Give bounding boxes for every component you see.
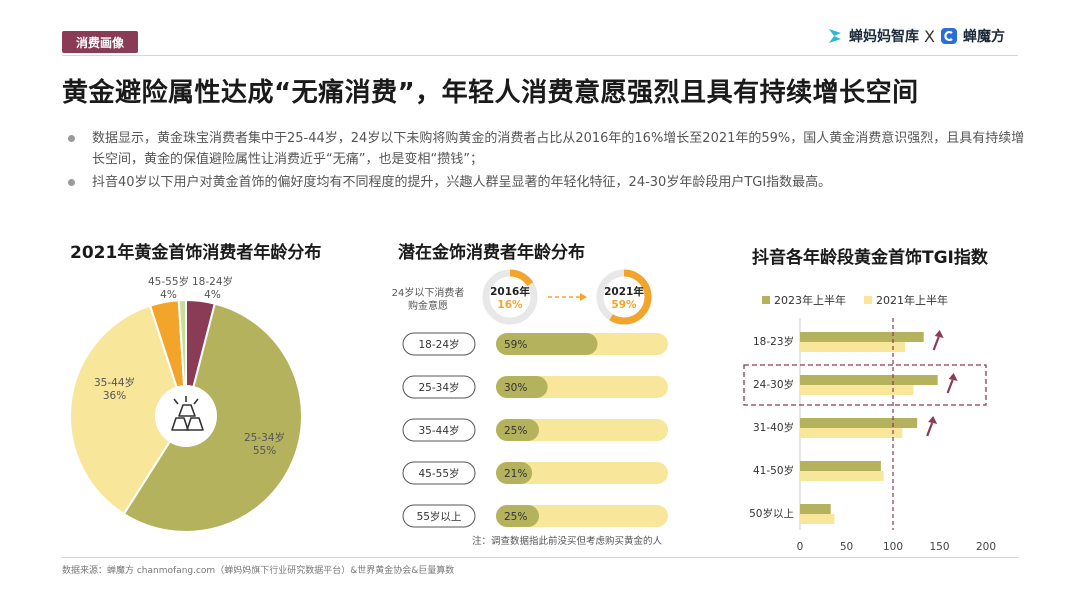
tgi-category-label: 31-40岁	[753, 421, 794, 434]
brand-separator: X	[924, 26, 935, 46]
age-pill-label: 18-24岁	[418, 338, 459, 351]
age-pill-label: 25-34岁	[418, 381, 459, 394]
x-tick-label: 100	[883, 541, 903, 553]
tgi-category-label: 18-23岁	[753, 335, 794, 348]
bar-value-label: 25%	[504, 425, 527, 437]
gold-bars-icon	[171, 396, 204, 431]
age-pill	[402, 418, 476, 442]
brand-logos: 蝉妈妈智库 X 蝉魔方	[826, 26, 1005, 46]
tgi-bar	[800, 385, 914, 395]
survey-note: 注：调查数据指此前没买但考虑购买黄金的人	[472, 536, 663, 547]
donut-value: 59%	[611, 299, 637, 311]
highlight-box	[743, 364, 987, 406]
brand-right: 蝉魔方	[962, 29, 1005, 45]
bullet-item: 抖音40岁以下用户对黄金首饰的偏好度均有不同程度的提升，兴趣人群呈显著的年轻化特…	[66, 172, 1026, 193]
section-tag: 消费画像	[62, 31, 138, 53]
donut-arrow-head	[580, 293, 587, 301]
bar-value-label: 30%	[504, 382, 527, 394]
potential-chart-title: 潜在金饰消费者年龄分布	[398, 243, 585, 263]
trend-up-icon	[946, 373, 958, 394]
x-tick-label: 150	[929, 541, 949, 553]
legend-label: 2021年上半年	[876, 293, 948, 307]
bar-value-label: 25%	[504, 511, 527, 523]
bar-value	[496, 333, 598, 355]
bar-track	[496, 462, 668, 484]
bar-value	[496, 419, 539, 441]
tgi-bar	[800, 418, 918, 428]
tgi-chart-title: 抖音各年龄段黄金首饰TGI指数	[752, 248, 988, 268]
bar-value	[496, 505, 539, 527]
bar-value	[496, 376, 548, 398]
age-pill-label: 45-55岁	[418, 467, 459, 480]
donut-caption: 24岁以下消费者购金意愿	[391, 288, 465, 312]
tgi-bar	[800, 428, 903, 438]
summary-bullets: 数据显示，黄金珠宝消费者集中于25-44岁，24岁以下未购将购黄金的消费者占比从…	[66, 128, 1026, 195]
tgi-category-label: 24-30岁	[753, 378, 794, 391]
pie-label-25-34: 25-34岁 55%	[244, 432, 286, 457]
pie-chart-title: 2021年黄金首饰消费者年龄分布	[70, 243, 322, 263]
bar-value-label: 59%	[504, 339, 527, 351]
legend-swatch	[864, 296, 872, 304]
data-source: 数据来源：蝉魔方 chanmofang.com（蝉妈妈旗下行业研究数据平台）&世…	[62, 566, 455, 576]
bar-value-label: 21%	[504, 468, 527, 480]
pie-label-18-24: 18-24岁 4%	[192, 276, 234, 301]
donut-arc	[596, 269, 652, 325]
pie-label-35-44: 35-44岁 36%	[94, 377, 136, 402]
trend-up-icon	[926, 416, 938, 437]
donut-arc	[482, 269, 538, 325]
tgi-category-label: 41-50岁	[753, 464, 794, 477]
x-tick-label: 0	[797, 541, 804, 553]
pie-label-45-55: 45-55岁 4%	[148, 276, 190, 301]
page-title: 黄金避险属性达成“无痛消费”，年轻人消费意愿强烈且具有持续增长空间	[62, 78, 919, 108]
tgi-bar	[800, 332, 924, 342]
tgi-category-label: 50岁以上	[749, 507, 794, 520]
legend-swatch	[762, 296, 770, 304]
bar-track	[496, 505, 668, 527]
age-pill-label: 35-44岁	[418, 424, 459, 437]
tgi-bar	[800, 514, 835, 524]
donut-year: 2016年	[490, 285, 530, 298]
legend-label: 2023年上半年	[774, 293, 846, 307]
trend-up-icon	[932, 330, 944, 351]
x-tick-label: 200	[976, 541, 996, 553]
age-pill	[402, 504, 476, 528]
tgi-bar	[800, 461, 881, 471]
donut-year: 2021年	[604, 285, 644, 298]
x-tick-label: 50	[840, 541, 853, 553]
chanmofang-logo-icon	[940, 28, 957, 44]
chanmama-logo-icon	[829, 29, 841, 43]
tgi-bar	[800, 504, 831, 514]
pie-slice	[69, 304, 188, 516]
donut-value: 16%	[497, 299, 523, 311]
age-pill	[402, 461, 476, 485]
age-pill	[402, 375, 476, 399]
tgi-bar	[800, 471, 884, 481]
age-pill-label: 55岁以上	[417, 510, 462, 523]
bar-value	[496, 462, 533, 484]
bullet-item: 数据显示，黄金珠宝消费者集中于25-44岁，24岁以下未购将购黄金的消费者占比从…	[66, 128, 1026, 170]
header-divider	[62, 55, 1018, 56]
age-pill	[402, 332, 476, 356]
bar-track	[496, 419, 668, 441]
tgi-bar	[800, 342, 906, 352]
brand-left: 蝉妈妈智库	[849, 29, 919, 45]
tgi-bar	[800, 375, 938, 385]
footer-divider	[62, 557, 1018, 558]
